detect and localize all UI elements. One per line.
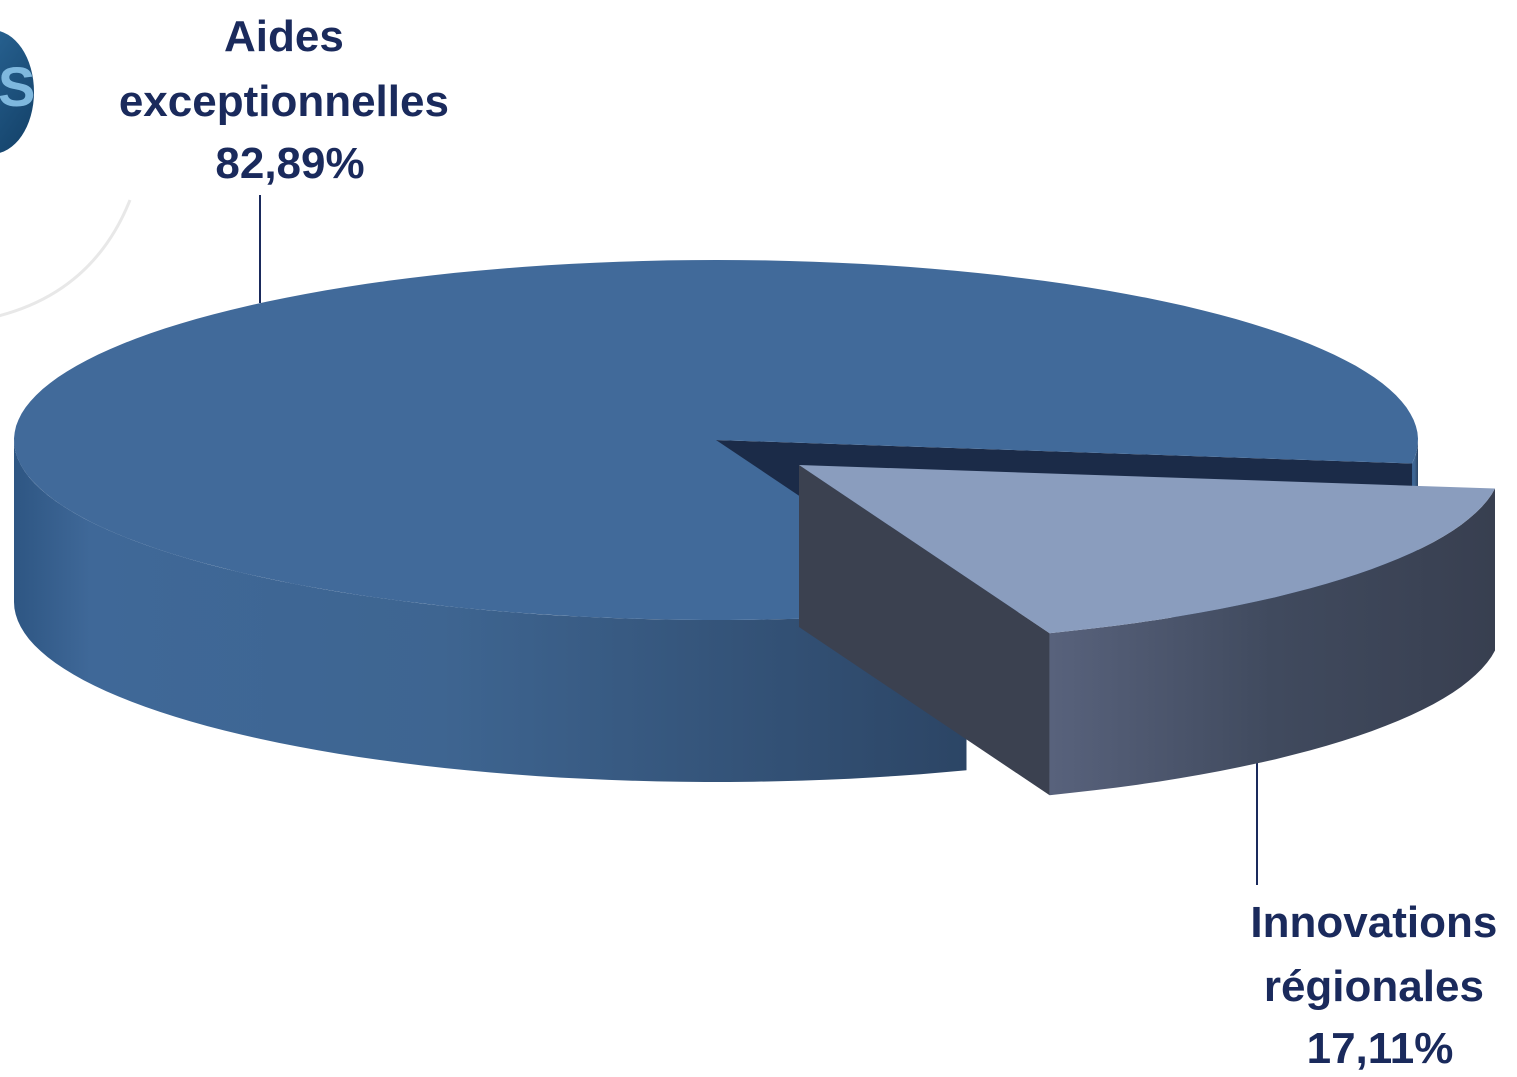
label-aides-exceptionnelles-line-1: Aides bbox=[224, 12, 344, 61]
slice-innovations-regionales bbox=[799, 465, 1495, 634]
value-aides-exceptionnelles: 82,89% bbox=[215, 139, 364, 188]
slice-cut-innovations-regionales bbox=[799, 465, 1050, 796]
slice-side-innovations-regionales bbox=[1049, 488, 1495, 796]
label-aides-exceptionnelles-line-2: exceptionnelles bbox=[119, 77, 449, 126]
slice-side-aides-exceptionnelles bbox=[14, 440, 967, 782]
label-innovations-regionales: Innovations régionales 17,11% bbox=[1250, 898, 1509, 1073]
label-innovations-regionales-line-1: Innovations bbox=[1250, 898, 1497, 947]
logo: S bbox=[0, 31, 132, 317]
label-innovations-regionales-line-2: régionales bbox=[1264, 962, 1484, 1011]
label-aides-exceptionnelles: Aides exceptionnelles 82,89% bbox=[119, 12, 461, 188]
slice-aides-exceptionnelles bbox=[14, 260, 1418, 620]
pie-slices bbox=[14, 260, 1495, 796]
value-innovations-regionales: 17,11% bbox=[1307, 1024, 1454, 1073]
svg-text:S: S bbox=[0, 55, 35, 118]
